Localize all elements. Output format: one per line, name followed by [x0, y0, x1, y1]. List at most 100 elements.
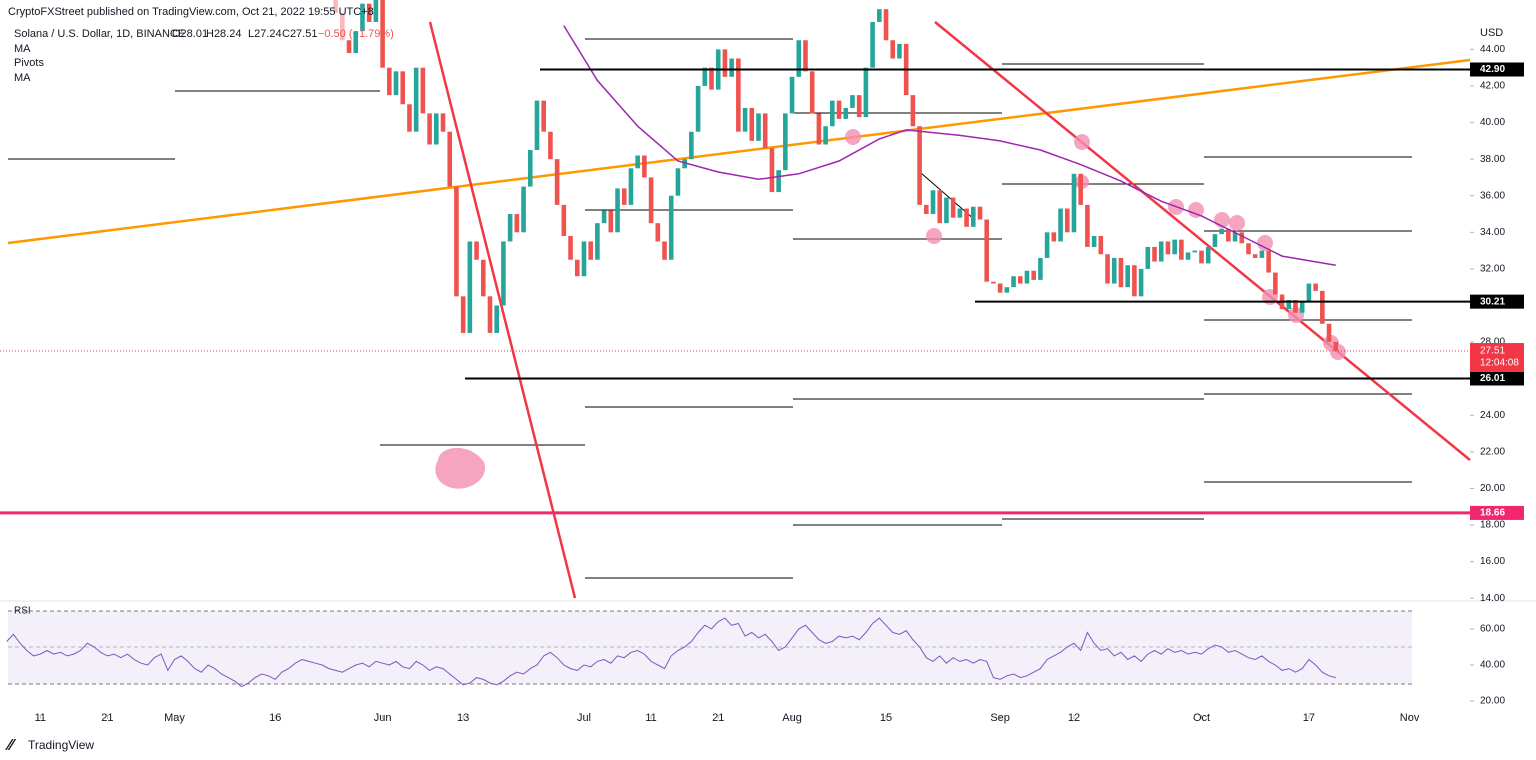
candle-down: [816, 113, 822, 145]
highlight-marker: [435, 447, 486, 489]
candle-down: [803, 40, 808, 72]
ohlc-high: H28.24: [206, 28, 241, 40]
candle-down: [574, 259, 580, 277]
candle-up: [1232, 232, 1238, 242]
level-tag-label: 18.66: [1480, 508, 1505, 519]
y-tick-label: 40.00: [1480, 660, 1505, 671]
x-tick-label: 12: [1068, 712, 1080, 724]
candle-up: [742, 107, 748, 132]
currency: USD: [1480, 27, 1503, 39]
ohlc-low: L27.24: [248, 28, 282, 40]
x-tick-label: 13: [457, 712, 469, 724]
candle-down: [1266, 250, 1271, 273]
candle-up: [581, 241, 587, 277]
candle-up: [628, 168, 634, 205]
candle-up: [823, 126, 828, 145]
candle-up: [413, 67, 419, 132]
candle-down: [924, 204, 929, 215]
level-tag: [1470, 505, 1524, 520]
candle-down: [856, 95, 862, 118]
axes: 11 21 May 16 Jun 13 Jul 11 21 Aug 15 Sep 12 Oct 17 Nov 4…: [0, 44, 1524, 724]
x-tick-label: May: [164, 712, 185, 724]
rsi-pane: [6, 617, 1336, 688]
ohlc-close: C27.51: [282, 28, 317, 40]
x-tick-label: 16: [269, 712, 281, 724]
candle-down: [487, 296, 493, 333]
candle-down: [561, 204, 567, 236]
candle-down: [937, 190, 943, 224]
candle-down: [420, 67, 426, 114]
ma-line: [563, 25, 1336, 266]
candle-down: [769, 148, 775, 193]
published: CryptoFXStreet published on TradingView.…: [8, 6, 374, 18]
candle-down: [722, 49, 728, 77]
candle-up: [1192, 250, 1198, 253]
candle-up: [1145, 246, 1151, 269]
candle-up: [360, 3, 365, 32]
candle-down: [883, 9, 889, 41]
candle-down: [1293, 300, 1298, 313]
candle-up: [850, 95, 855, 108]
candle-down: [642, 155, 647, 178]
candle-up: [1125, 265, 1130, 288]
candle-down: [1273, 272, 1278, 295]
x-tick-label: Nov: [1400, 712, 1420, 724]
candle-up: [373, 0, 379, 22]
candle-up: [467, 241, 473, 333]
candle-down: [1179, 239, 1184, 260]
y-tick-label: 38.00: [1480, 154, 1505, 165]
candle-down: [991, 281, 996, 284]
trendline: [7, 58, 1471, 245]
ohlc-change: −0.50 (−1.79%): [318, 28, 394, 40]
candle-up: [507, 214, 513, 242]
last-price-tag: [1470, 343, 1524, 372]
y-tick-label: 44.00: [1480, 44, 1505, 55]
x-tick-label: 21: [101, 712, 113, 724]
x-tick-label: Jun: [374, 712, 392, 724]
candle-down: [1152, 246, 1157, 262]
x-tick-label: Oct: [1193, 712, 1210, 724]
x-tick-label: Aug: [782, 712, 802, 724]
candle-down: [736, 58, 741, 132]
candle-down: [1333, 341, 1339, 352]
candle-up: [796, 40, 802, 77]
y-tick-label: 24.00: [1480, 410, 1505, 421]
candle-down: [568, 235, 573, 260]
candle-up: [1212, 234, 1218, 247]
candle-down: [964, 208, 969, 227]
candle-up: [830, 100, 835, 127]
level-tag: [1470, 294, 1524, 309]
rsi-label: RSI: [14, 606, 31, 617]
candle-up: [1038, 257, 1043, 280]
candle-up: [863, 67, 869, 118]
level-tag-label: 30.21: [1480, 296, 1505, 307]
candle-up: [1205, 246, 1211, 264]
candle-down: [1326, 323, 1332, 342]
candle-down: [474, 241, 479, 260]
candle-down: [709, 67, 714, 90]
rsi-line: [6, 617, 1336, 688]
y-tick-label: 14.00: [1480, 593, 1505, 604]
y-tick-label: 34.00: [1480, 227, 1505, 238]
level-tag-label: 26.01: [1480, 373, 1505, 384]
candle-down: [1239, 232, 1245, 244]
candle-up: [1286, 300, 1292, 310]
candle-up: [870, 21, 875, 68]
candle-down: [621, 188, 627, 205]
candle-up: [615, 188, 620, 233]
x-tick-label: Sep: [990, 712, 1010, 724]
candle-up: [756, 113, 761, 141]
indicator-label: Pivots: [14, 57, 44, 69]
candle-up: [434, 113, 439, 145]
price-pane: [333, 0, 1339, 352]
candle-up: [393, 71, 399, 96]
candle-up: [1306, 283, 1312, 302]
candle-down: [1078, 173, 1083, 205]
candle-up: [970, 206, 976, 227]
trendline: [934, 21, 1471, 461]
candle-down: [366, 3, 372, 22]
candle-down: [541, 100, 546, 132]
candle-down: [407, 104, 412, 132]
y-tick-label: 20.00: [1480, 483, 1505, 494]
